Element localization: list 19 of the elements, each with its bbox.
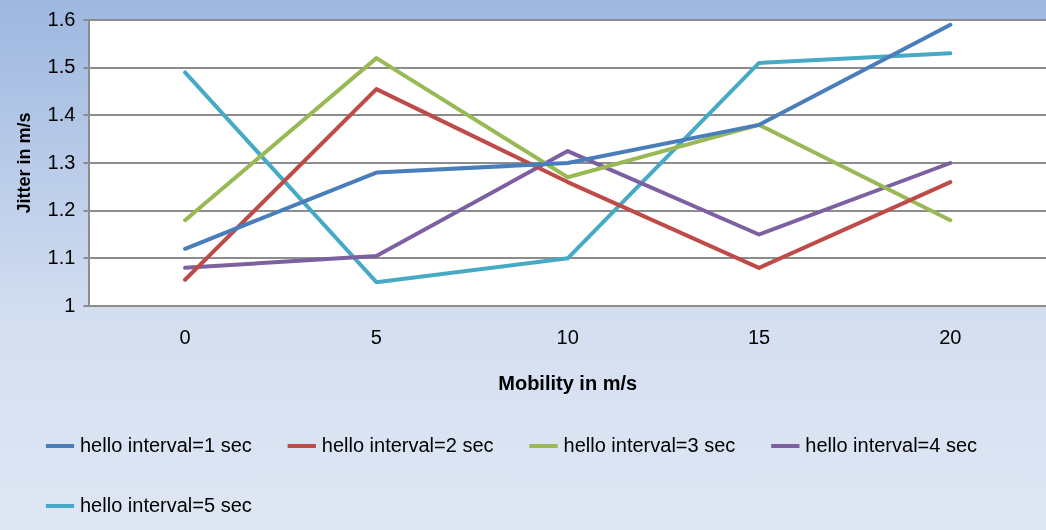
x-tick-label: 0 [179,325,191,348]
y-tick-label: 1.4 [47,102,76,125]
legend-label: hello interval=3 sec [563,433,736,456]
y-tick-label: 1.5 [47,55,76,78]
x-tick-label: 10 [556,325,579,348]
y-axis-title: Jitter in m/s [13,112,34,214]
legend-label: hello interval=5 sec [80,493,252,516]
y-tick-label: 1 [64,293,76,316]
y-tick-label: 1.2 [47,198,76,221]
x-tick-label: 15 [747,325,771,348]
y-tick-label: 1.1 [47,245,76,268]
x-tick-label: 20 [939,325,962,348]
x-axis-title: Mobility in m/s [498,371,638,394]
legend-label: hello interval=4 sec [805,433,978,456]
y-tick-label: 1.6 [47,7,76,30]
legend-label: hello interval=2 sec [321,433,494,456]
x-tick-label: 5 [370,325,382,348]
y-tick-label: 1.3 [47,150,76,173]
legend-label: hello interval=1 sec [80,433,252,456]
